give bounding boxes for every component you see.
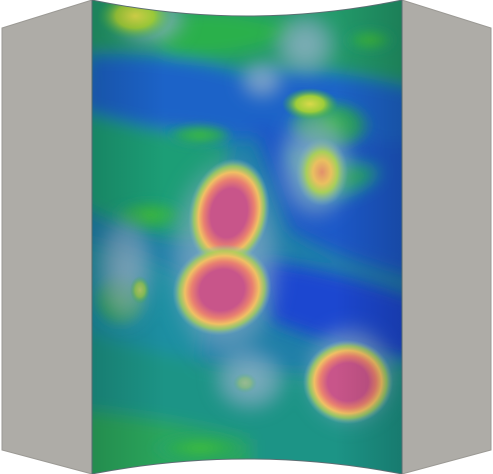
left-side-panel — [1, 0, 93, 474]
right-side-panel — [401, 0, 492, 474]
surface-outline — [91, 0, 403, 474]
heatmap-surface — [92, 0, 402, 474]
